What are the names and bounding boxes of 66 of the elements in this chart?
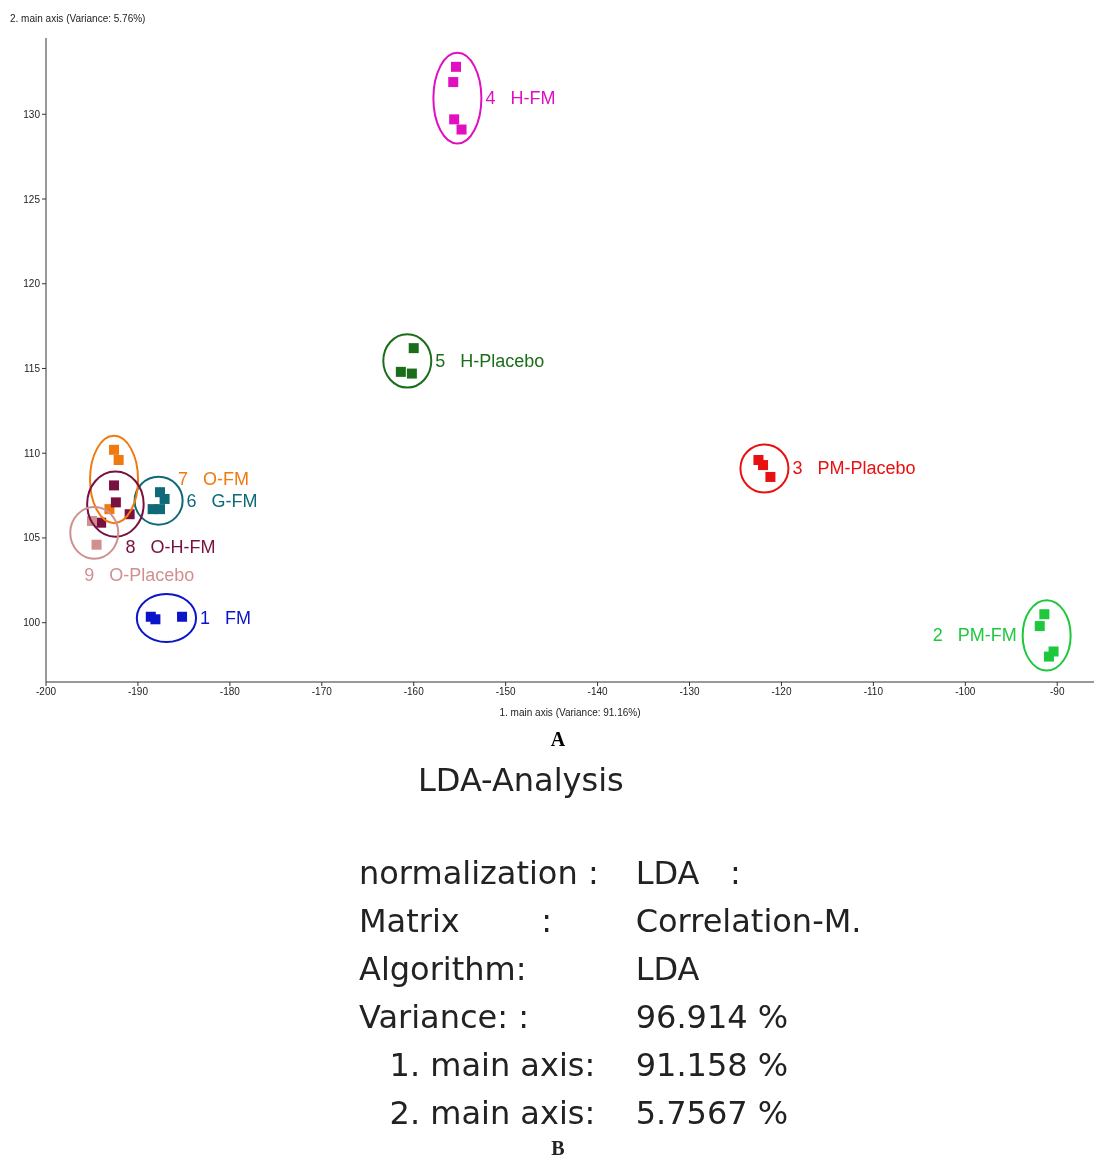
point — [408, 343, 419, 354]
x-tick-label: -100 — [955, 686, 976, 698]
y-tick-label: 130 — [23, 108, 41, 120]
text: Matrix : — [358, 901, 553, 942]
series-label: 4 H-FM — [485, 88, 556, 109]
text: A — [549, 728, 567, 751]
y-tick-label: 110 — [24, 447, 41, 459]
point — [1039, 609, 1050, 620]
text: Correlation-M. — [634, 901, 863, 942]
series-label: 6 G-FM — [186, 490, 258, 511]
point — [456, 124, 467, 135]
point — [154, 504, 165, 515]
y-tick-label: 120 — [23, 278, 41, 290]
point — [150, 614, 161, 625]
x-tick-label: -170 — [311, 686, 333, 698]
y-axis-title: 2. main axis (Variance: 5.76%) — [10, 13, 146, 24]
text: Algorithm: — [358, 949, 528, 990]
point — [1043, 651, 1054, 662]
y-tick-label: 105 — [23, 532, 41, 544]
point — [448, 77, 459, 88]
x-axis-title: 1. main axis (Variance: 91.16%) — [499, 707, 641, 718]
series-label: 2 PM-FM — [932, 625, 1017, 646]
series-label: 8 O-H-FM — [125, 536, 216, 557]
point — [177, 611, 188, 622]
x-tick-label: -190 — [127, 686, 149, 698]
text: LDA : — [634, 853, 742, 894]
point — [449, 114, 460, 125]
point — [765, 471, 776, 482]
point — [1034, 621, 1045, 632]
x-tick-label: -160 — [403, 686, 425, 698]
y-tick-label: 115 — [24, 363, 41, 375]
point — [758, 460, 769, 471]
text: B — [550, 1137, 566, 1160]
point — [109, 444, 120, 455]
x-tick-label: -150 — [495, 686, 517, 698]
point — [110, 497, 121, 508]
point — [109, 480, 120, 491]
series-label: 5 H-Placebo — [435, 350, 545, 371]
point — [451, 61, 462, 72]
x-tick-label: -180 — [219, 686, 241, 698]
x-tick-label: -90 — [1050, 686, 1065, 698]
text: normalization : — [358, 853, 600, 894]
x-tick-label: -110 — [863, 686, 884, 698]
point — [159, 493, 170, 504]
point — [91, 539, 102, 550]
text: 7 O-FM — [178, 469, 250, 490]
text: Variance: : — [358, 997, 530, 1038]
x-tick-label: -140 — [587, 686, 609, 698]
y-tick-label: 125 — [23, 193, 41, 205]
text: LDA-Analysis — [418, 761, 625, 799]
text: 1. main axis: — [388, 1045, 597, 1086]
point — [406, 368, 417, 379]
series-label: 9 O-Placebo — [84, 564, 195, 585]
x-tick-label: -130 — [679, 686, 700, 698]
x-tick-label: -120 — [771, 686, 792, 698]
text: LDA — [634, 949, 701, 990]
x-tick-label: -200 — [35, 686, 57, 698]
text: 96.914 % — [634, 997, 790, 1038]
y-tick-label: 100 — [23, 617, 41, 629]
series-label: 3 PM-Placebo — [792, 458, 916, 479]
series-label: 1 FM — [200, 608, 252, 629]
text: 91.158 % — [634, 1045, 790, 1086]
text: 2. main axis: — [388, 1093, 597, 1134]
point — [113, 454, 124, 465]
text: 5.7567 % — [634, 1093, 790, 1134]
point — [395, 366, 406, 377]
